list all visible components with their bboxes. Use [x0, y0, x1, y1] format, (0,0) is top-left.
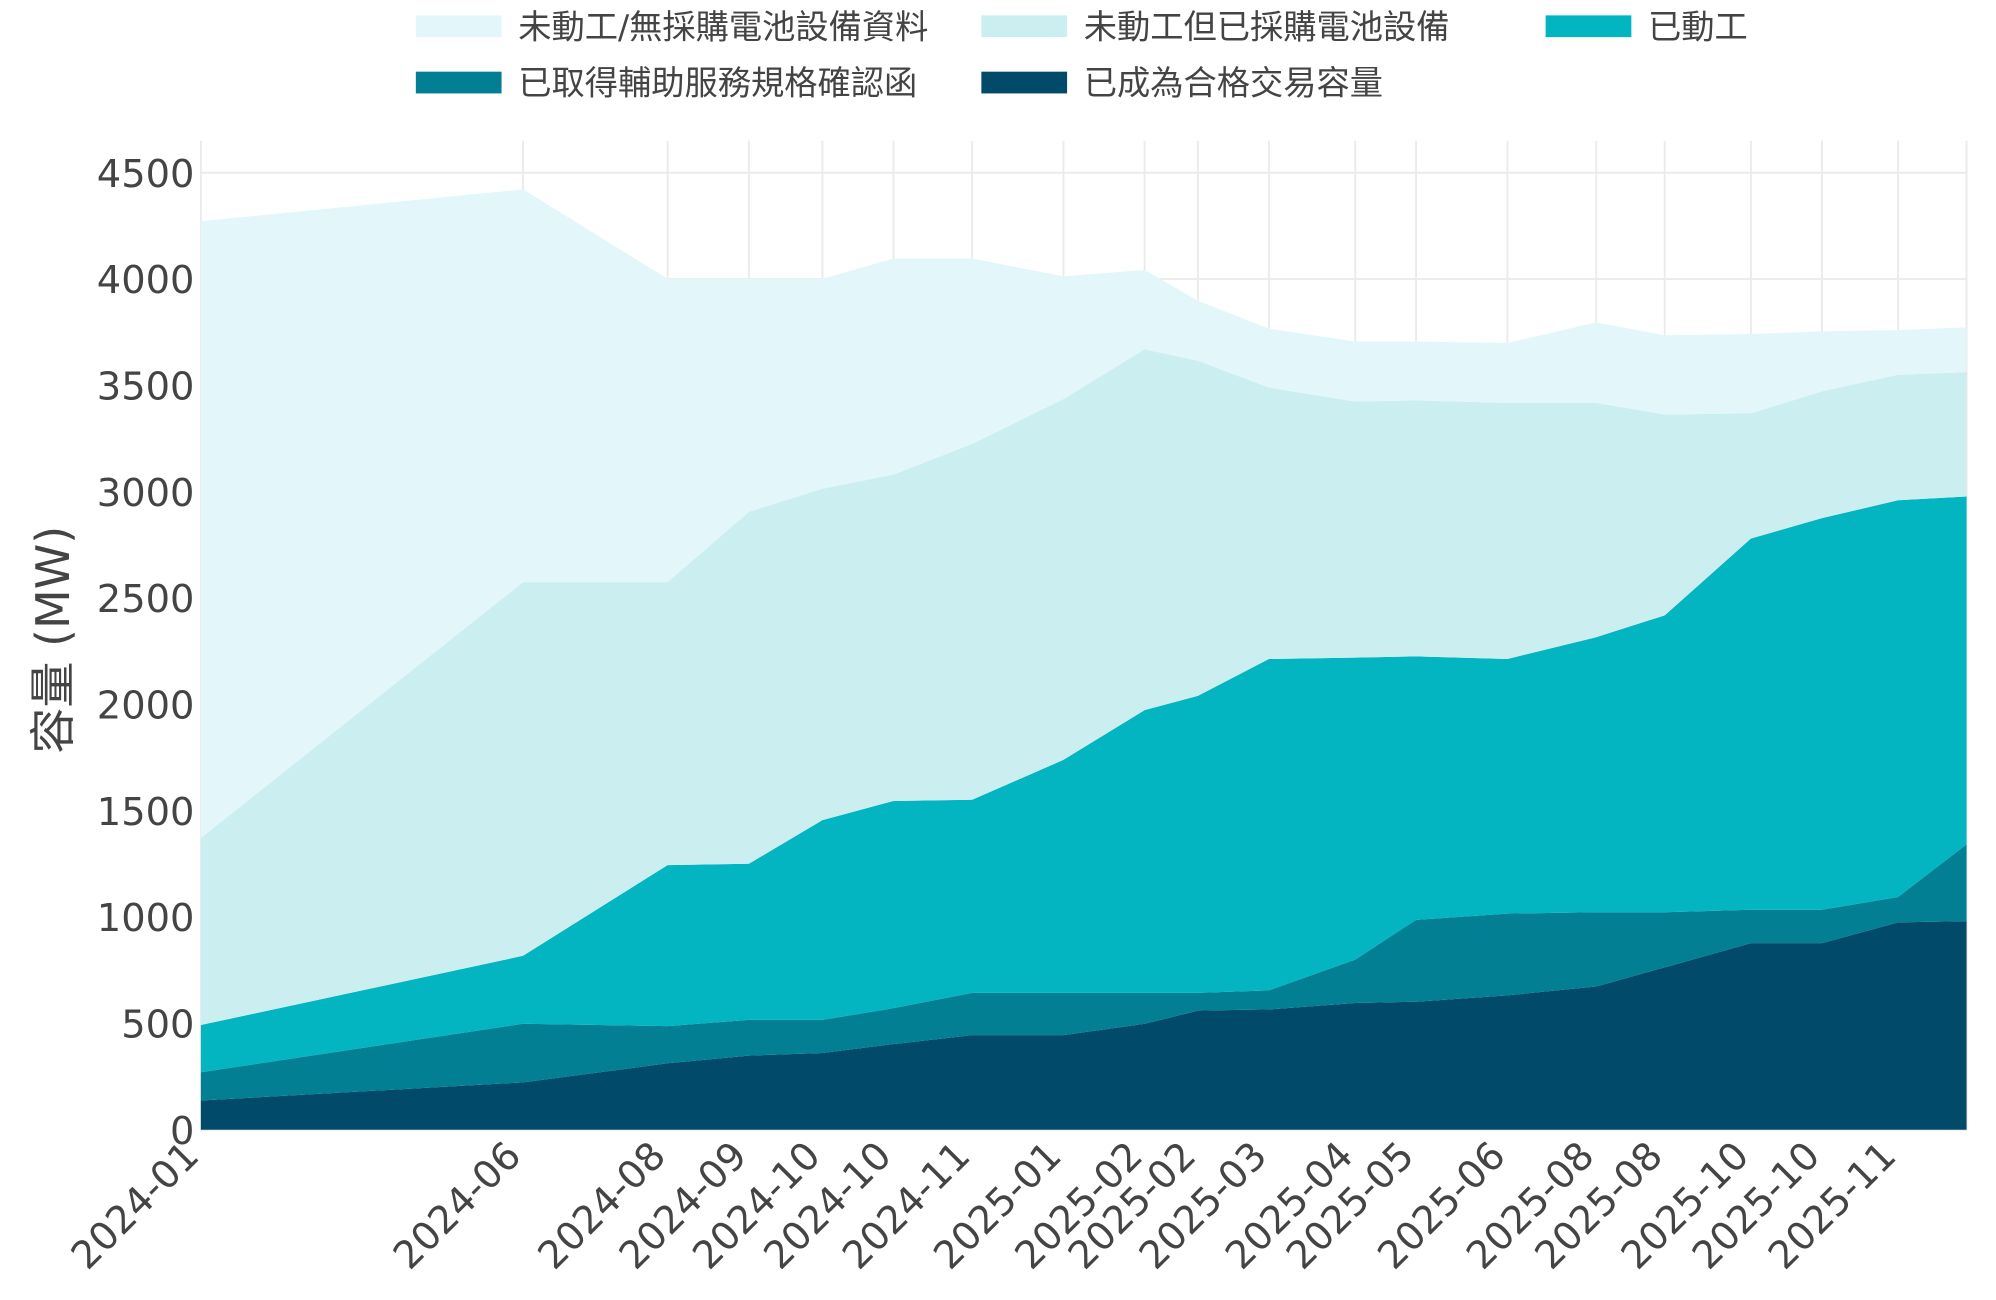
y-axis-title: 容量 (MW) — [26, 526, 80, 754]
legend-item[interactable]: 未動工但已採購電池設備 — [981, 7, 1449, 46]
area-series-0 — [200, 921, 1967, 1130]
y-tick-label: 4000 — [97, 258, 195, 303]
y-tick-label: 4500 — [97, 152, 195, 197]
legend-item[interactable]: 未動工/無採購電池設備資料 — [415, 7, 929, 46]
area-series-1 — [200, 844, 1967, 1101]
y-tick-label: 2000 — [97, 684, 195, 729]
legend-label: 未動工但已採購電池設備 — [1084, 7, 1450, 46]
area-series-3 — [200, 349, 1967, 1026]
legend-label: 已取得輔助服務規格確認函 — [518, 64, 917, 103]
areas — [200, 189, 1967, 1130]
legend-swatch — [981, 15, 1068, 38]
legend-swatch — [415, 15, 502, 38]
area-series-2 — [200, 496, 1967, 1073]
y-tick-label: 3000 — [97, 471, 195, 516]
y-tick-label: 0 — [170, 1109, 194, 1154]
legend-label: 已成為合格交易容量 — [1084, 64, 1383, 103]
x-tick-label: 2024-01 — [63, 1133, 208, 1278]
y-tick-label: 500 — [121, 1003, 194, 1048]
y-tick-label: 2500 — [97, 577, 195, 622]
legend-swatch — [415, 71, 502, 94]
y-tick-label: 1500 — [97, 790, 195, 835]
legend-item[interactable]: 已取得輔助服務規格確認函 — [415, 64, 917, 103]
legend-label: 已動工 — [1648, 7, 1748, 46]
y-tick-label: 3500 — [97, 365, 195, 410]
legend-label: 未動工/無採購電池設備資料 — [518, 7, 928, 46]
legend-swatch — [1545, 15, 1632, 38]
y-tick-label: 1000 — [97, 896, 195, 941]
legend-swatch — [981, 71, 1068, 94]
y-axis-ticks: 0 500 1000 1500 2000 2500 3000 3500 4000 4500 — [97, 152, 195, 1154]
legend-item[interactable]: 已成為合格交易容量 — [981, 64, 1383, 103]
area-series-4 — [200, 189, 1967, 838]
x-axis-ticks: 2024-01 2024-06 2024-082024-092024-102024-… — [63, 1133, 1905, 1278]
x-tick-label: 2024-06 — [385, 1133, 530, 1278]
legend: 未動工/無採購電池設備資料 未動工但已採購電池設備 已動工 已取得輔助服務規格確… — [415, 7, 1748, 103]
legend-item[interactable]: 已動工 — [1545, 7, 1748, 46]
